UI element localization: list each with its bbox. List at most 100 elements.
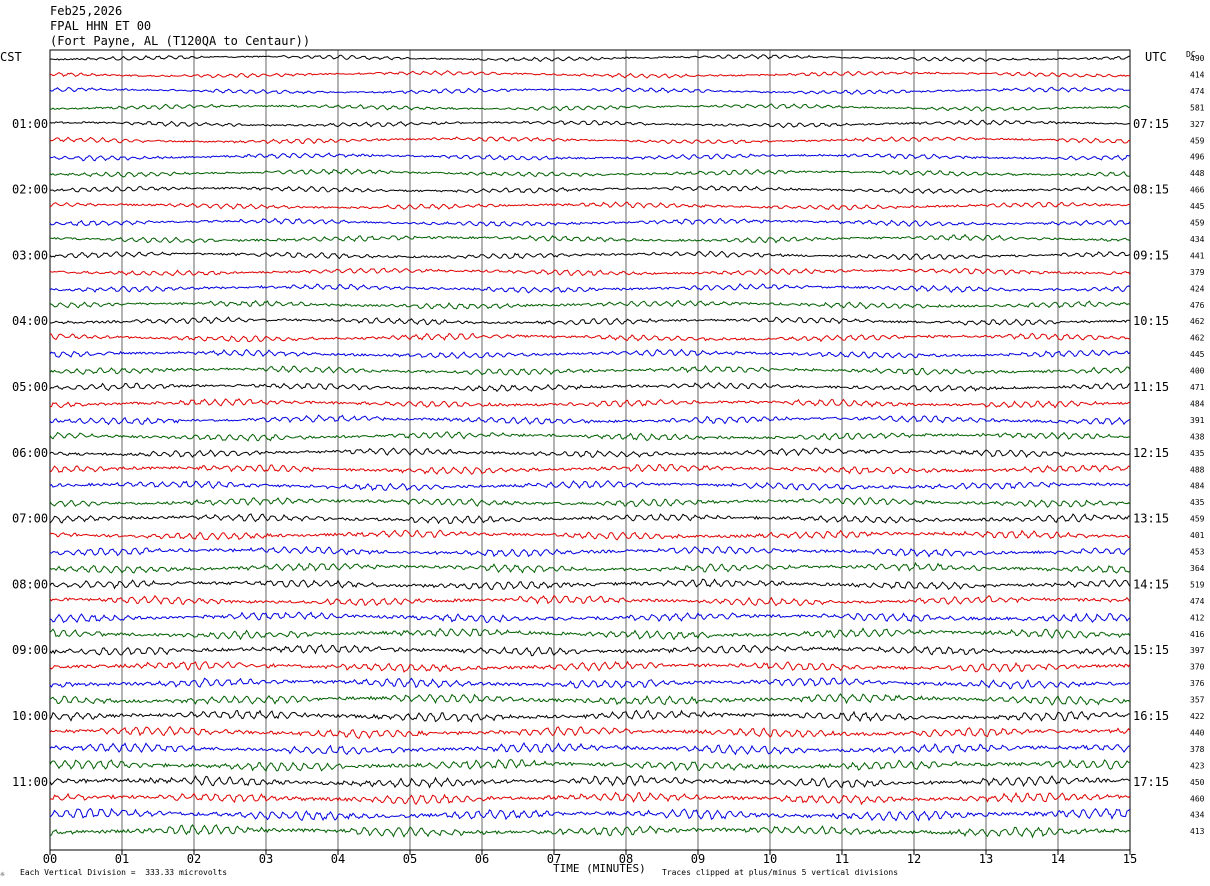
dc-offset-label: 445 xyxy=(1190,350,1205,359)
x-tick-label: 06 xyxy=(475,852,489,866)
scale-note: Each Vertical Division = 333.33 microvol… xyxy=(20,868,228,877)
trace-line xyxy=(49,447,1131,459)
left-hour-label: 07:00 xyxy=(12,512,48,526)
trace-line xyxy=(49,791,1131,806)
trace-line xyxy=(49,136,1131,145)
right-hour-label: 13:15 xyxy=(1133,512,1169,526)
dc-offset-label: 441 xyxy=(1190,251,1205,260)
left-hour-label: 06:00 xyxy=(12,446,48,460)
dc-offset-label: 581 xyxy=(1190,103,1205,112)
trace-line xyxy=(49,725,1131,740)
dc-offset-label: 459 xyxy=(1190,515,1205,524)
dc-offset-label: 460 xyxy=(1190,794,1205,803)
dc-offset-label: 438 xyxy=(1190,432,1205,441)
trace-line xyxy=(49,348,1131,359)
trace-line xyxy=(49,185,1131,195)
x-tick-label: 00 xyxy=(43,852,57,866)
dc-offset-label: 519 xyxy=(1190,580,1205,589)
trace-line xyxy=(49,267,1131,277)
trace-line xyxy=(49,201,1131,211)
x-tick-label: 07 xyxy=(547,852,561,866)
left-hour-label: 01:00 xyxy=(12,117,48,131)
dc-offset-label: 424 xyxy=(1190,284,1205,293)
right-hour-label: 11:15 xyxy=(1133,380,1169,394)
dc-offset-label: 462 xyxy=(1190,317,1205,326)
trace-line xyxy=(49,365,1131,376)
dc-offset-label: 413 xyxy=(1190,827,1205,836)
trace-line xyxy=(49,807,1131,822)
trace-line xyxy=(49,578,1131,591)
x-tick-label: 10 xyxy=(763,852,777,866)
chart-station: FPAL HHN ET 00 xyxy=(50,19,152,33)
trace-line xyxy=(49,414,1131,426)
trace-line xyxy=(49,168,1131,178)
trace-line xyxy=(49,463,1131,475)
right-hour-label: 09:15 xyxy=(1133,248,1169,262)
dc-offset-label: 397 xyxy=(1190,646,1205,655)
trace-line xyxy=(49,545,1131,558)
x-axis-label: TIME (MINUTES) xyxy=(553,862,646,875)
right-hour-label: 17:15 xyxy=(1133,775,1169,789)
trace-line xyxy=(49,644,1131,657)
trace-line xyxy=(49,217,1131,227)
x-tick-label: 15 xyxy=(1123,852,1137,866)
left-hour-label: 03:00 xyxy=(12,248,48,262)
dc-offset-label: 414 xyxy=(1190,70,1205,79)
dc-offset-label: 488 xyxy=(1190,465,1205,474)
dc-offset-label: 327 xyxy=(1190,120,1205,129)
dc-offset-label: 401 xyxy=(1190,531,1205,540)
dc-offset-label: 400 xyxy=(1190,367,1205,376)
right-hour-label: 16:15 xyxy=(1133,709,1169,723)
dc-offset-label: 496 xyxy=(1190,153,1205,162)
trace-line xyxy=(49,497,1131,508)
trace-line xyxy=(49,152,1131,162)
right-hour-label: 12:15 xyxy=(1133,446,1169,460)
trace-line xyxy=(49,627,1131,641)
left-hour-label: 11:00 xyxy=(12,775,48,789)
trace-line xyxy=(49,660,1131,673)
dc-offset-label: 448 xyxy=(1190,169,1205,178)
right-hour-label: 10:15 xyxy=(1133,314,1169,328)
dc-offset-label: 490 xyxy=(1190,54,1205,63)
dc-offset-label: 471 xyxy=(1190,383,1205,392)
left-hour-label: 09:00 xyxy=(12,643,48,657)
left-hour-label: 08:00 xyxy=(12,577,48,591)
dc-offset-label: 423 xyxy=(1190,761,1205,770)
dc-offset-label: 364 xyxy=(1190,564,1205,573)
dc-offset-label: 445 xyxy=(1190,202,1205,211)
trace-line xyxy=(49,594,1131,607)
dc-label: DC xyxy=(1186,50,1196,59)
x-tick-label: 08 xyxy=(619,852,633,866)
dc-offset-label: 370 xyxy=(1190,663,1205,672)
x-tick-label: 05 xyxy=(403,852,417,866)
left-timezone-label: CST xyxy=(0,50,22,64)
dc-offset-label: 434 xyxy=(1190,811,1205,820)
dc-offset-label: 376 xyxy=(1190,679,1205,688)
trace-line xyxy=(49,316,1131,326)
chart-location: (Fort Payne, AL (T120QA to Centaur)) xyxy=(50,34,311,48)
trace-line xyxy=(49,431,1131,442)
trace-line xyxy=(49,824,1131,839)
dc-offset-label: 435 xyxy=(1190,449,1205,458)
dc-offset-label: 412 xyxy=(1190,613,1205,622)
x-tick-label: 01 xyxy=(115,852,129,866)
trace-line xyxy=(49,529,1131,541)
trace-line xyxy=(49,513,1131,525)
trace-line xyxy=(49,283,1131,294)
x-tick-label: 14 xyxy=(1051,852,1065,866)
dc-offset-label: 378 xyxy=(1190,745,1205,754)
dc-offset-label: 462 xyxy=(1190,334,1205,343)
trace-line xyxy=(49,70,1131,79)
x-tick-label: 11 xyxy=(835,852,849,866)
dc-offset-label: 484 xyxy=(1190,482,1205,491)
trace-line xyxy=(49,693,1131,706)
dc-offset-label: 459 xyxy=(1190,136,1205,145)
left-hour-label: 05:00 xyxy=(12,380,48,394)
dc-offset-label: 484 xyxy=(1190,399,1205,408)
trace-line xyxy=(49,775,1131,789)
trace-line xyxy=(49,119,1131,129)
trace-line xyxy=(49,561,1131,574)
dc-offset-label: 459 xyxy=(1190,219,1205,228)
dc-offset-label: 440 xyxy=(1190,728,1205,737)
right-hour-label: 14:15 xyxy=(1133,577,1169,591)
